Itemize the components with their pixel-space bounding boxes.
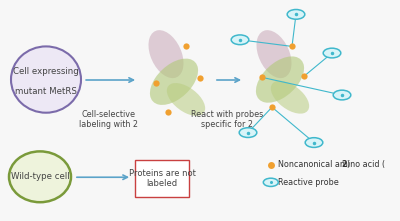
Circle shape xyxy=(333,90,351,100)
Circle shape xyxy=(239,128,257,137)
Ellipse shape xyxy=(271,81,309,114)
Ellipse shape xyxy=(167,83,205,116)
Text: mutant MetRS: mutant MetRS xyxy=(15,87,77,96)
Circle shape xyxy=(231,35,249,45)
Ellipse shape xyxy=(150,59,198,105)
Text: Noncanonical amino acid (: Noncanonical amino acid ( xyxy=(278,160,385,169)
Text: React with probes
specific for 2: React with probes specific for 2 xyxy=(191,110,263,129)
Circle shape xyxy=(323,48,341,58)
Text: Proteins are not
labeled: Proteins are not labeled xyxy=(129,169,196,188)
Text: Reactive probe: Reactive probe xyxy=(278,178,339,187)
Text: Cell expressing: Cell expressing xyxy=(13,67,79,76)
Ellipse shape xyxy=(256,56,304,103)
Text: ): ) xyxy=(346,160,349,169)
Text: Wild-type cell: Wild-type cell xyxy=(11,172,69,181)
Ellipse shape xyxy=(148,30,184,78)
Circle shape xyxy=(263,178,278,187)
Ellipse shape xyxy=(11,46,81,113)
Text: Cell-selective
labeling with 2: Cell-selective labeling with 2 xyxy=(79,110,138,129)
FancyBboxPatch shape xyxy=(135,160,189,197)
Circle shape xyxy=(305,138,323,147)
Ellipse shape xyxy=(256,30,292,78)
Text: 2: 2 xyxy=(341,160,347,169)
Circle shape xyxy=(287,10,305,19)
Ellipse shape xyxy=(9,151,71,202)
